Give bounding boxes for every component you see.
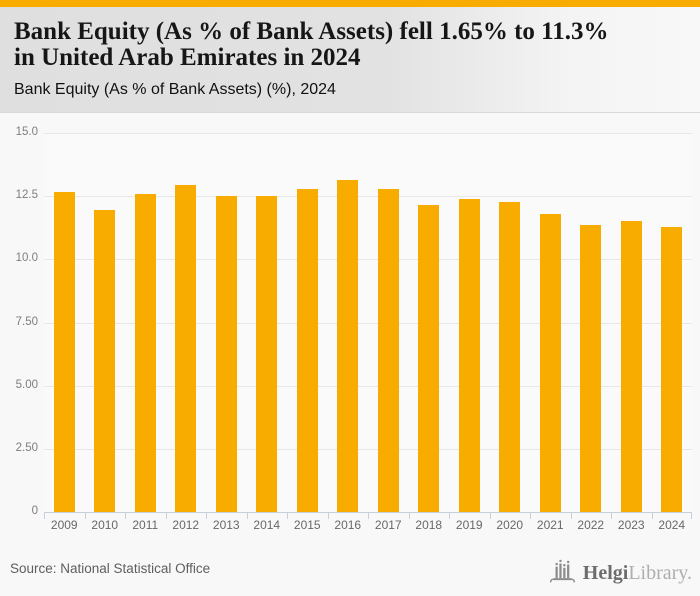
x-axis-label-2013: 2013: [212, 518, 240, 532]
bar-2011: [134, 193, 156, 512]
logo-word-library: Library.: [628, 561, 692, 584]
chart-subtitle: Bank Equity (As % of Bank Assets) (%), 2…: [14, 81, 336, 98]
x-axis-tick: [530, 512, 531, 519]
x-axis-tick: [125, 512, 126, 519]
bar-2020: [499, 202, 521, 512]
bar-2022: [580, 225, 602, 512]
y-axis-label-2.50: 2.50: [15, 441, 38, 454]
x-axis-tick: [651, 512, 653, 519]
bar-2014: [256, 196, 278, 512]
x-axis-tick: [246, 512, 248, 519]
source-note: Source: National Statistical Office: [10, 561, 211, 576]
bar-2013: [215, 196, 237, 512]
bar-2010: [94, 210, 116, 512]
x-axis-label-2021: 2021: [536, 518, 564, 532]
headline: Bank Equity (As % of Bank Assets) fell 1…: [14, 19, 686, 71]
bar-2015: [296, 188, 318, 512]
accent-top-strip: [0, 0, 700, 7]
bar-2024: [661, 226, 683, 512]
x-axis-label-2014: 2014: [253, 518, 281, 532]
x-axis-tick: [408, 512, 410, 519]
x-axis-label-2018: 2018: [415, 518, 443, 532]
x-axis-tick: [287, 512, 288, 519]
x-axis-tick: [165, 512, 167, 519]
y-axis-label-7.50: 7.50: [15, 315, 38, 328]
logo-wordmark: HelgiLibrary.: [583, 562, 692, 585]
y-axis-label-12.5: 12.5: [15, 189, 38, 202]
x-axis-tick: [44, 512, 45, 519]
gridline-2.50: [44, 448, 692, 450]
headline-line-1: Bank Equity (As % of Bank Assets) fell 1…: [14, 18, 609, 45]
x-axis-label-2019: 2019: [455, 518, 483, 532]
y-axis-label-10.0: 10.0: [15, 252, 38, 265]
y-axis-label-0: 0: [31, 505, 38, 517]
x-axis-label-2015: 2015: [293, 518, 321, 532]
gridline-12.5: [44, 196, 692, 198]
bar-chart-plot: 15.0 12.5 10.0 7.50 5.00 2.50 0 2009 2010 2011 201…: [16, 126, 692, 532]
y-axis-label-15.0: 15.0: [15, 126, 38, 138]
x-axis-label-2017: 2017: [374, 518, 402, 532]
logo-word-helgi: Helgi: [582, 561, 629, 584]
x-axis-label-2020: 2020: [496, 518, 524, 532]
x-axis-tick: [206, 512, 207, 519]
helgi-library-logo: HelgiLibrary.: [548, 556, 692, 590]
x-axis-label-2012: 2012: [172, 518, 200, 532]
x-axis-tick: [570, 512, 572, 519]
gridline-5.00: [44, 385, 692, 387]
bar-2017: [377, 188, 399, 512]
x-axis-tick: [327, 512, 329, 519]
bar-2012: [175, 184, 197, 512]
x-axis-label-2011: 2011: [132, 518, 159, 532]
helgi-logo-icon: [548, 558, 578, 589]
x-axis-label-2022: 2022: [577, 518, 605, 532]
x-axis-tick: [368, 512, 369, 519]
gridline-15.0: [44, 133, 692, 134]
headline-line-2: in United Arab Emirates in 2024: [14, 44, 361, 71]
x-axis-label-2024: 2024: [658, 518, 686, 532]
bar-2021: [539, 213, 561, 512]
x-axis-tick: [84, 512, 86, 519]
x-axis-label-2010: 2010: [91, 518, 119, 532]
x-axis-tick: [489, 512, 491, 519]
gridline-7.50: [44, 322, 692, 324]
bar-2023: [620, 221, 642, 512]
y-axis-label-5.00: 5.00: [15, 378, 38, 391]
bar-2016: [337, 179, 359, 512]
bar-2019: [458, 198, 480, 512]
gridline-10.0: [44, 259, 692, 261]
x-axis-tick: [611, 512, 612, 519]
x-axis-label-2023: 2023: [617, 518, 645, 532]
bar-2009: [53, 192, 75, 512]
x-axis-label-2009: 2009: [50, 518, 78, 532]
header: Bank Equity (As % of Bank Assets) fell 1…: [0, 7, 700, 113]
bar-2018: [418, 205, 440, 512]
x-axis-tick: [691, 512, 692, 519]
x-axis-tick: [449, 512, 450, 519]
x-axis-label-2016: 2016: [334, 518, 362, 532]
